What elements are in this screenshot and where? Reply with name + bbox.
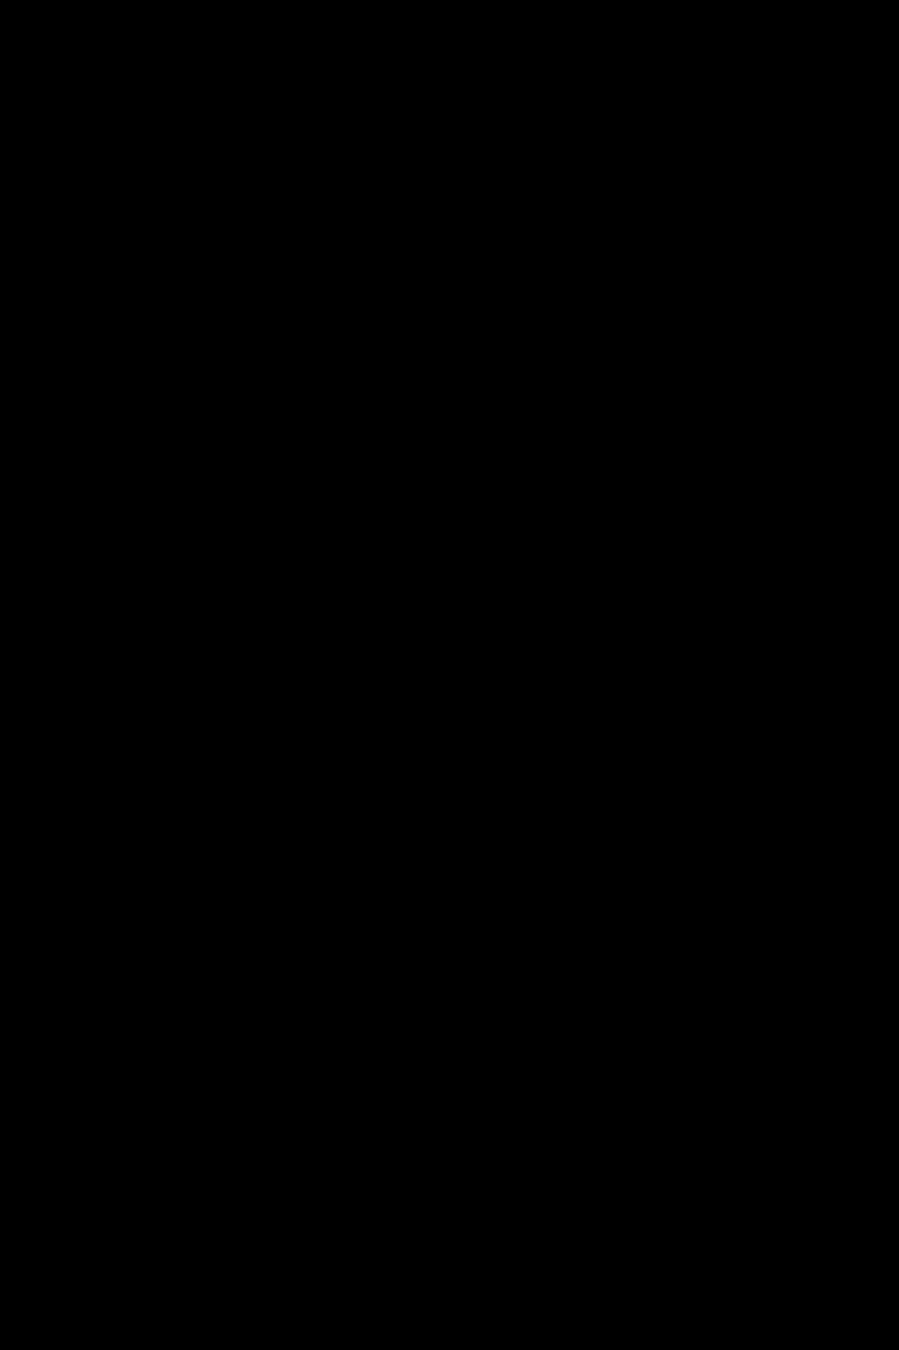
blank-screen xyxy=(0,0,899,1350)
